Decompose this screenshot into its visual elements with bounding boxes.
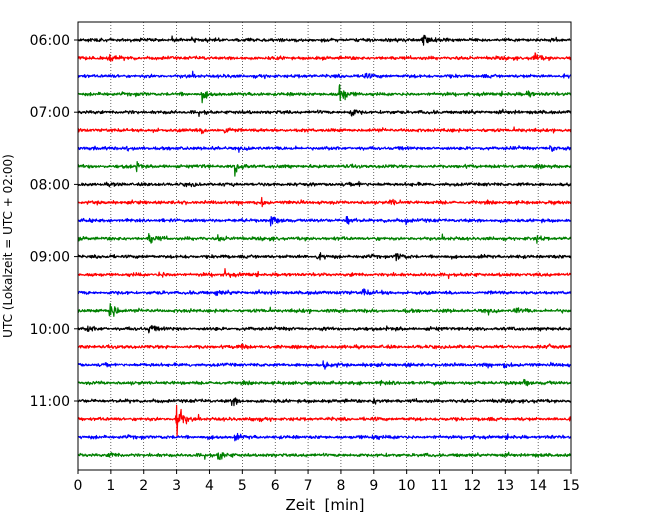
x-tick-label: 2 — [139, 478, 148, 494]
y-tick-label: 11:00 — [30, 394, 70, 410]
seismogram-trace-1045 — [77, 378, 572, 387]
x-tick-label: 9 — [369, 478, 378, 494]
y-axis-title: UTC (Lokalzeit = UTC + 02:00) — [1, 154, 15, 338]
x-tick-label: 15 — [562, 478, 580, 494]
y-tick-label: 07:00 — [30, 105, 70, 121]
seismogram-trace-0915 — [77, 268, 572, 280]
x-tick-label: 5 — [238, 478, 247, 494]
seismogram-trace-1000 — [77, 324, 572, 334]
seismogram-trace-1100 — [77, 397, 572, 407]
seismogram-trace-1130 — [77, 432, 572, 442]
seismogram-trace-0630 — [77, 70, 572, 80]
seismogram-trace-0845 — [77, 232, 572, 244]
seismogram-trace-0815 — [77, 196, 572, 208]
seismogram-trace-1145 — [77, 451, 572, 461]
seismogram-trace-0945 — [77, 302, 572, 317]
seismogram-trace-1030 — [77, 360, 572, 370]
x-axis-ticks: 0 1 2 3 4 5 6 7 8 9 10 11 12 13 14 15 — [74, 470, 580, 494]
x-tick-label: 14 — [529, 478, 547, 494]
seismogram-trace-0645 — [77, 84, 572, 104]
x-tick-label: 4 — [205, 478, 214, 494]
x-axis-title: Zeit [min] — [285, 496, 364, 514]
trace-lines — [77, 34, 572, 461]
x-tick-label: 8 — [336, 478, 345, 494]
y-tick-label: 10:00 — [30, 322, 70, 338]
seismogram-trace-0830 — [77, 215, 572, 227]
seismogram-trace-0615 — [77, 52, 572, 62]
y-axis-ticks: 06:00 07:00 08:00 09:00 10:00 11:00 — [30, 33, 78, 410]
x-tick-label: 10 — [398, 478, 416, 494]
seismogram-trace-1115 — [77, 404, 572, 438]
x-tick-label: 11 — [431, 478, 449, 494]
seismogram-trace-0700 — [77, 108, 572, 118]
x-tick-label: 7 — [304, 478, 313, 494]
seismogram-trace-0600 — [77, 34, 572, 46]
plot-frame — [77, 21, 572, 471]
seismogram-trace-0930 — [77, 288, 572, 297]
seismogram-trace-0900 — [77, 252, 572, 262]
x-tick-label: 6 — [271, 478, 280, 494]
y-tick-label: 09:00 — [30, 250, 70, 266]
seismogram-trace-0800 — [77, 180, 572, 188]
y-tick-label: 06:00 — [30, 33, 70, 49]
x-tick-label: 3 — [172, 478, 181, 494]
grid-lines — [110, 22, 539, 470]
x-tick-label: 13 — [496, 478, 514, 494]
x-tick-label: 0 — [74, 478, 83, 494]
seismogram-trace-0730 — [77, 145, 572, 153]
x-tick-label: 12 — [463, 478, 481, 494]
seismogram-trace-0715 — [77, 126, 572, 135]
seismogram-trace-0745 — [77, 160, 572, 177]
y-tick-label: 08:00 — [30, 177, 70, 193]
x-tick-label: 1 — [106, 478, 115, 494]
seismogram-trace-1015 — [77, 343, 572, 350]
